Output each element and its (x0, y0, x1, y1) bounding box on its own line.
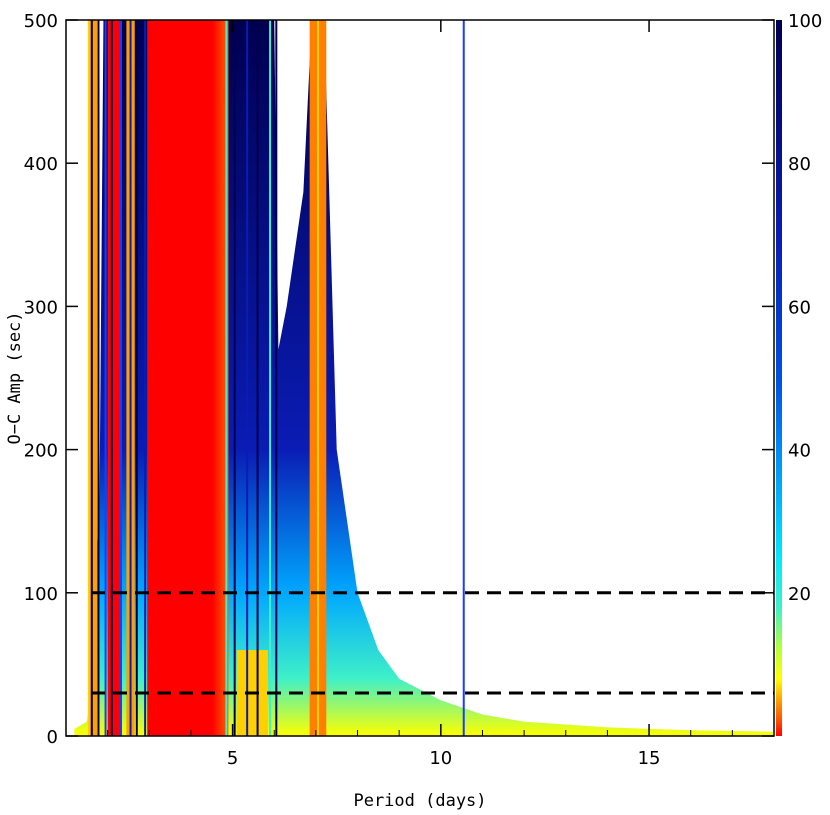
colorbar-tick-label: 20 (788, 584, 811, 605)
colorbar (776, 20, 782, 736)
x-tick-label: 15 (638, 748, 661, 769)
band-segment (107, 20, 121, 736)
y-tick-label: 0 (47, 727, 58, 748)
core-band (147, 20, 229, 736)
colorbar-tick-label: 100 (788, 11, 822, 32)
colorbar-tick-label: 40 (788, 441, 811, 462)
y-axis-label: O−C Amp (sec) (5, 311, 25, 444)
y-tick-label: 200 (24, 441, 58, 462)
detection-region (74, 20, 774, 736)
y-tick-label: 400 (24, 154, 58, 175)
y-tick-label: 300 (24, 297, 58, 318)
y-tick-label: 100 (24, 584, 58, 605)
x-tick-label: 5 (227, 748, 238, 769)
band-segment (88, 20, 98, 736)
plot-frame (65, 19, 775, 737)
y-tick-label: 500 (24, 11, 58, 32)
colorbar-tick-label: 80 (788, 154, 811, 175)
colorbar-tick-label: 60 (788, 297, 811, 318)
x-axis-label: Period (days) (353, 791, 486, 811)
x-tick-label: 10 (429, 748, 452, 769)
